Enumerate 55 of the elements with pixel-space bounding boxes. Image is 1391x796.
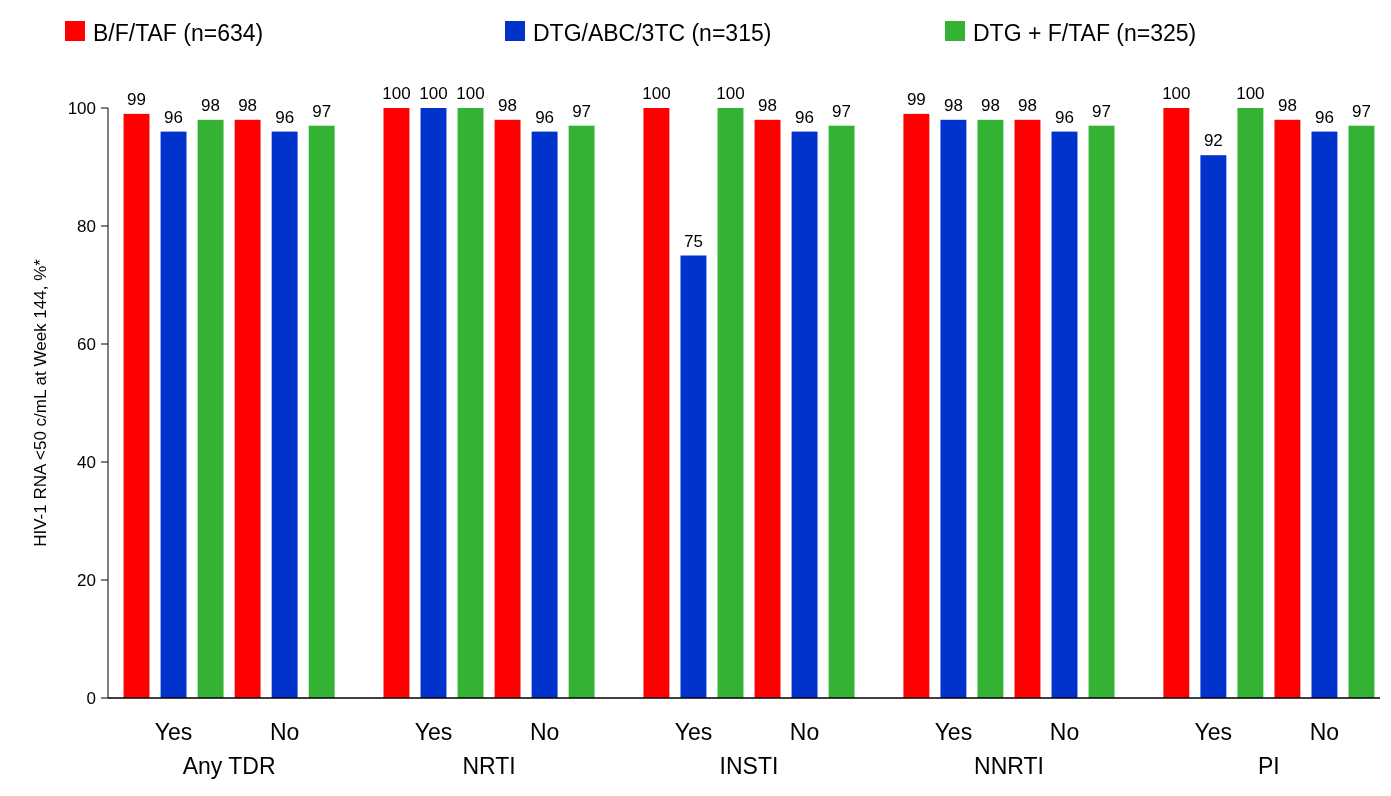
data-label: 100 bbox=[716, 84, 745, 103]
data-label: 98 bbox=[238, 95, 258, 115]
data-label: 98 bbox=[980, 95, 1000, 115]
x-tick-label: Yes bbox=[1194, 719, 1233, 745]
data-label: 96 bbox=[275, 107, 295, 127]
data-label: 99 bbox=[906, 89, 926, 109]
data-label: 100 bbox=[1236, 84, 1265, 103]
text: PI bbox=[1258, 753, 1280, 779]
data-label: 98 bbox=[1018, 95, 1037, 115]
data-label: 100 bbox=[382, 84, 411, 103]
y-tick-label: 100 bbox=[67, 98, 96, 118]
text: NNRTI bbox=[974, 753, 1044, 779]
data-label: 75 bbox=[683, 231, 703, 251]
data-label: 98 bbox=[943, 95, 963, 115]
data-label: 96 bbox=[535, 107, 555, 127]
x-tick-label: No bbox=[789, 719, 820, 745]
x-tick-label: Yes bbox=[934, 719, 973, 745]
data-label: 97 bbox=[1352, 101, 1371, 121]
data-label: 98 bbox=[498, 95, 518, 115]
text: Any TDR bbox=[182, 753, 276, 779]
data-label: 97 bbox=[312, 101, 332, 121]
x-tick-label: No bbox=[1309, 719, 1340, 745]
data-label: 96 bbox=[795, 107, 815, 127]
y-tick-label: 0 bbox=[86, 688, 96, 708]
y-tick-label: 20 bbox=[77, 570, 96, 590]
text: NRTI bbox=[462, 753, 516, 779]
data-label: 100 bbox=[419, 84, 448, 103]
x-tick-label: No bbox=[1049, 719, 1080, 745]
data-label: 98 bbox=[1277, 95, 1297, 115]
legend-label: B/F/TAF (n=634) bbox=[93, 20, 264, 47]
legend-label: DTG/ABC/3TC (n=315) bbox=[533, 20, 772, 47]
y-axis-title: HIV-1 RNA <50 c/mL at Week 144, %* bbox=[31, 258, 50, 547]
data-label: 96 bbox=[1055, 107, 1074, 127]
x-tick-label: Yes bbox=[674, 719, 713, 745]
x-tick-label: No bbox=[269, 719, 300, 745]
data-label: 99 bbox=[127, 89, 146, 109]
data-label: 97 bbox=[832, 101, 852, 121]
data-label: 97 bbox=[572, 101, 592, 121]
data-label: 100 bbox=[1162, 84, 1191, 103]
y-tick-label: 40 bbox=[77, 452, 96, 472]
x-tick-label: Yes bbox=[154, 719, 193, 745]
y-tick-label: 60 bbox=[77, 334, 96, 354]
data-label: 96 bbox=[1314, 107, 1334, 127]
data-label: 100 bbox=[642, 84, 671, 103]
data-label: 98 bbox=[758, 95, 777, 115]
y-tick-label: 80 bbox=[77, 216, 96, 236]
data-label: 97 bbox=[1092, 101, 1111, 121]
legend-label: DTG + F/TAF (n=325) bbox=[973, 20, 1197, 47]
data-label: 96 bbox=[164, 107, 184, 127]
data-label: 98 bbox=[201, 95, 221, 115]
x-tick-label: Yes bbox=[414, 719, 453, 745]
data-label: 100 bbox=[456, 84, 485, 103]
text: INSTI bbox=[719, 753, 779, 779]
x-tick-label: No bbox=[529, 719, 560, 745]
data-label: 92 bbox=[1203, 131, 1223, 151]
